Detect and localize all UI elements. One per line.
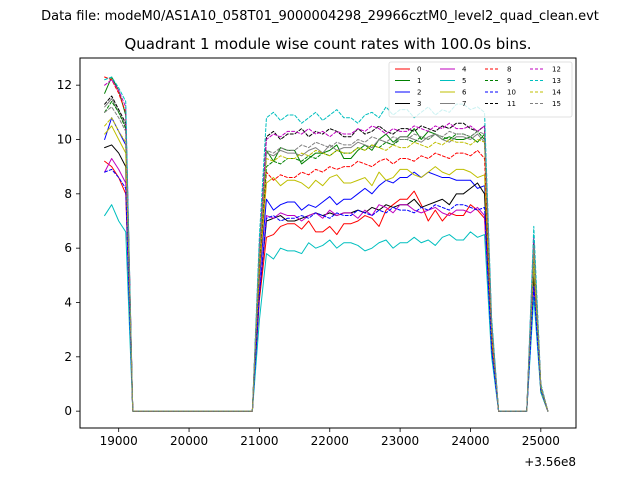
y-tick-label: 2 bbox=[64, 350, 72, 364]
y-tick-label: 8 bbox=[64, 187, 72, 201]
x-tick-label: 23000 bbox=[381, 434, 419, 448]
series-line-15 bbox=[104, 106, 549, 412]
y-tick-label: 6 bbox=[64, 241, 72, 255]
series-line-6 bbox=[104, 125, 549, 412]
series-line-5 bbox=[104, 204, 549, 412]
legend-entry-8: 8 bbox=[485, 66, 511, 74]
x-tick-label: 22000 bbox=[311, 434, 349, 448]
x-tick-label: 24000 bbox=[451, 434, 489, 448]
x-tick-label: 21000 bbox=[240, 434, 278, 448]
legend-entry-2: 2 bbox=[395, 89, 421, 97]
legend-entry-0: 0 bbox=[395, 66, 421, 74]
x-tick-label: 25000 bbox=[522, 434, 560, 448]
legend-entry-3: 3 bbox=[395, 100, 421, 108]
y-tick-label: 10 bbox=[57, 132, 72, 146]
series-line-14 bbox=[104, 117, 549, 412]
legend-entry-4: 4 bbox=[440, 66, 467, 74]
plot-frame bbox=[79, 57, 577, 429]
x-tick-label: 20000 bbox=[170, 434, 208, 448]
x-axis-offset-label: +3.56e8 bbox=[524, 455, 576, 469]
x-axis: 19000 20000 21000 22000 23000 24000 25000 bbox=[100, 428, 560, 448]
legend-label: 7 bbox=[462, 100, 466, 108]
legend-label: 2 bbox=[417, 89, 421, 97]
legend-label: 15 bbox=[552, 100, 561, 108]
y-axis: 0 2 4 6 8 10 12 bbox=[57, 78, 80, 418]
legend-entry-13: 13 bbox=[530, 77, 561, 85]
series-line-13 bbox=[104, 76, 549, 412]
legend-entry-10: 10 bbox=[485, 89, 516, 97]
legend-label: 10 bbox=[507, 89, 516, 97]
legend-label: 14 bbox=[552, 89, 561, 97]
legend-entry-1: 1 bbox=[395, 77, 421, 85]
series-line-2 bbox=[104, 117, 549, 412]
legend-label: 9 bbox=[507, 77, 511, 85]
series-line-1 bbox=[104, 76, 549, 412]
legend-entry-6: 6 bbox=[440, 89, 467, 97]
legend-entry-15: 15 bbox=[530, 100, 561, 108]
legend-label: 5 bbox=[462, 77, 466, 85]
chart-title: Quadrant 1 module wise count rates with … bbox=[124, 35, 531, 53]
legend-entry-7: 7 bbox=[440, 100, 466, 108]
legend-entry-14: 14 bbox=[530, 89, 561, 97]
series-line-4 bbox=[104, 158, 549, 412]
legend-entry-9: 9 bbox=[485, 77, 511, 85]
series-line-12 bbox=[104, 79, 549, 412]
series-line-7 bbox=[104, 98, 549, 412]
series-line-11 bbox=[104, 95, 549, 412]
y-tick-label: 4 bbox=[64, 295, 72, 309]
y-tick-label: 0 bbox=[64, 404, 72, 418]
legend-entry-5: 5 bbox=[440, 77, 466, 85]
series-line-9 bbox=[104, 100, 549, 412]
legend-label: 4 bbox=[462, 66, 467, 74]
legend-label: 13 bbox=[552, 77, 561, 85]
legend-label: 1 bbox=[417, 77, 421, 85]
y-tick-label: 12 bbox=[57, 78, 72, 92]
legend-label: 6 bbox=[462, 89, 467, 97]
legend-label: 12 bbox=[552, 66, 561, 74]
legend-label: 11 bbox=[507, 100, 516, 108]
legend-label: 0 bbox=[417, 66, 421, 74]
series-line-3 bbox=[104, 144, 549, 412]
chart-suptitle: Data file: modeM0/AS1A10_058T01_90000042… bbox=[41, 9, 599, 24]
series-layer bbox=[104, 76, 549, 412]
legend-label: 3 bbox=[417, 100, 421, 108]
series-line-8 bbox=[104, 76, 549, 412]
legend-frame bbox=[388, 61, 573, 118]
x-tick-label: 19000 bbox=[100, 434, 138, 448]
series-line-10 bbox=[104, 168, 549, 412]
legend-entry-11: 11 bbox=[485, 100, 516, 108]
legend-label: 8 bbox=[507, 66, 511, 74]
legend-entry-12: 12 bbox=[530, 66, 561, 74]
